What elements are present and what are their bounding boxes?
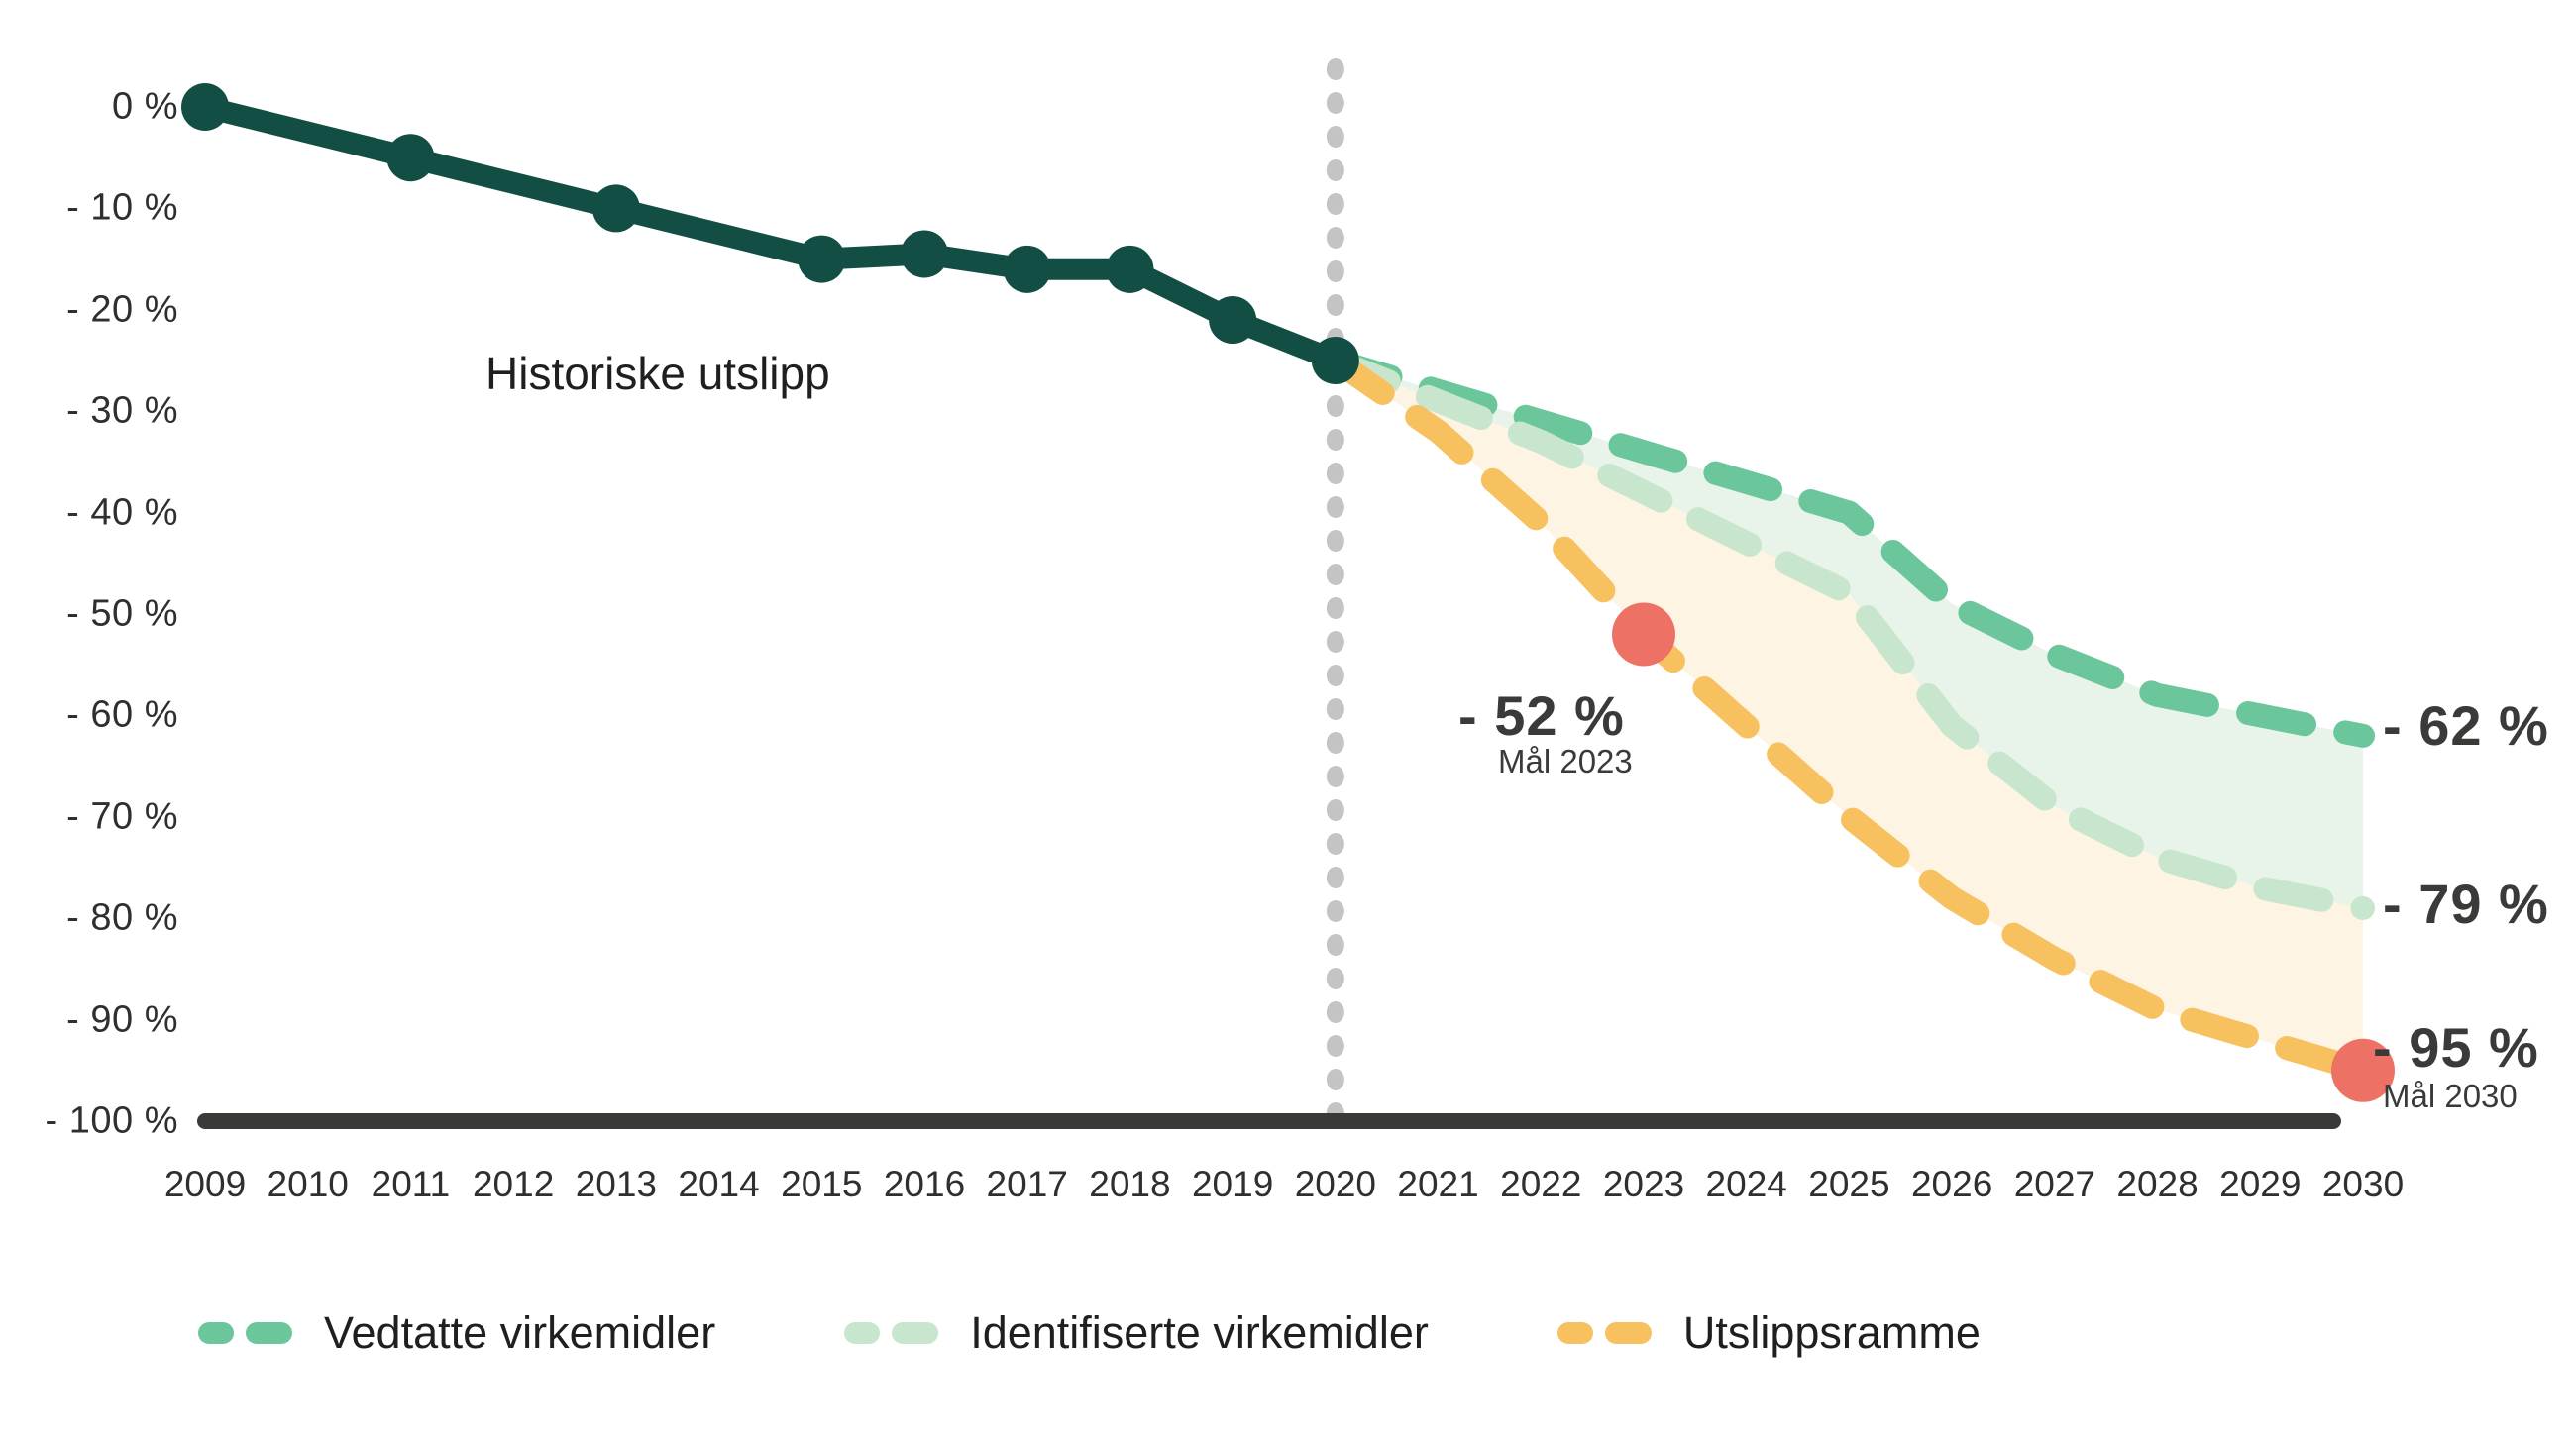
forecast-divider: [1326, 58, 1344, 1124]
x-axis-tick: 2028: [2116, 1164, 2199, 1204]
y-axis-tick: - 10 %: [66, 186, 178, 229]
band-fills: [1335, 361, 2363, 1071]
x-axis-tick: 2014: [678, 1164, 760, 1204]
x-axis-tick: 2010: [267, 1164, 349, 1204]
legend-item[interactable]: Utslippsramme: [1556, 1307, 1981, 1359]
target-markers: [1612, 602, 2395, 1102]
legend-label: Identifiserte virkemidler: [970, 1307, 1429, 1358]
legend-item[interactable]: Identifiserte virkemidler: [844, 1307, 1429, 1359]
data-point-markers: [181, 83, 1359, 384]
chart-legend: Vedtatte virkemidler Identifiserte virkem…: [0, 1307, 2576, 1359]
legend-item[interactable]: Vedtatte virkemidler: [198, 1307, 715, 1359]
mal-2023-caption: Mål 2023: [1498, 743, 1633, 779]
x-axis-tick: 2022: [1500, 1164, 1582, 1204]
mal-2030-caption: Mål 2030: [2383, 1078, 2518, 1114]
x-axis-tick: 2023: [1602, 1164, 1685, 1204]
y-axis-tick: - 80 %: [66, 896, 178, 939]
x-axis-tick: 2016: [883, 1164, 966, 1204]
x-axis-tick: 2030: [2321, 1164, 2405, 1204]
x-axis-tick: 2024: [1705, 1164, 1787, 1204]
y-axis-tick: - 20 %: [66, 288, 178, 331]
x-axis-tick: 2019: [1191, 1164, 1274, 1204]
legend-label: Utslippsramme: [1682, 1307, 1981, 1358]
x-axis-tick: 2029: [2219, 1164, 2302, 1204]
mal-2030-value: - 95 %: [2373, 1016, 2539, 1079]
x-axis-tick: 2018: [1089, 1164, 1171, 1204]
y-axis-tick: - 30 %: [66, 389, 178, 432]
end-value-vedtatte: - 62 %: [2383, 694, 2549, 757]
x-axis-tick: 2027: [2013, 1164, 2095, 1204]
y-axis-tick: - 60 %: [66, 693, 178, 736]
legend-swatch-icon: [844, 1322, 939, 1344]
y-axis-tick: - 70 %: [66, 795, 178, 838]
legend-label: Vedtatte virkemidler: [324, 1307, 716, 1358]
x-axis-tick: 2021: [1397, 1164, 1479, 1204]
x-axis-tick: 2013: [575, 1164, 657, 1204]
x-axis-tick: 2009: [163, 1164, 247, 1204]
y-axis-tick: - 40 %: [66, 491, 178, 534]
y-axis-tick: - 90 %: [66, 998, 178, 1041]
x-axis-tick: 2012: [472, 1164, 555, 1204]
x-axis-tick: 2025: [1808, 1164, 1890, 1204]
x-axis-tick: 2011: [371, 1164, 451, 1204]
historical-series-label: Historiske utslipp: [485, 348, 830, 399]
legend-swatch-icon: [1556, 1322, 1652, 1344]
end-value-identifiserte: - 79 %: [2383, 873, 2549, 935]
legend-swatch-icon: [198, 1322, 292, 1344]
y-axis-tick: 0 %: [112, 85, 178, 128]
x-axis-tick: 2017: [986, 1164, 1068, 1204]
y-axis-tick: - 50 %: [66, 592, 178, 635]
x-axis-tick: 2020: [1294, 1164, 1376, 1204]
mal-2023-value: - 52 %: [1458, 684, 1625, 747]
x-axis-tick: 2026: [1910, 1164, 1993, 1204]
y-axis-tick: - 100 %: [45, 1099, 178, 1142]
x-axis-tick: 2015: [781, 1164, 863, 1204]
